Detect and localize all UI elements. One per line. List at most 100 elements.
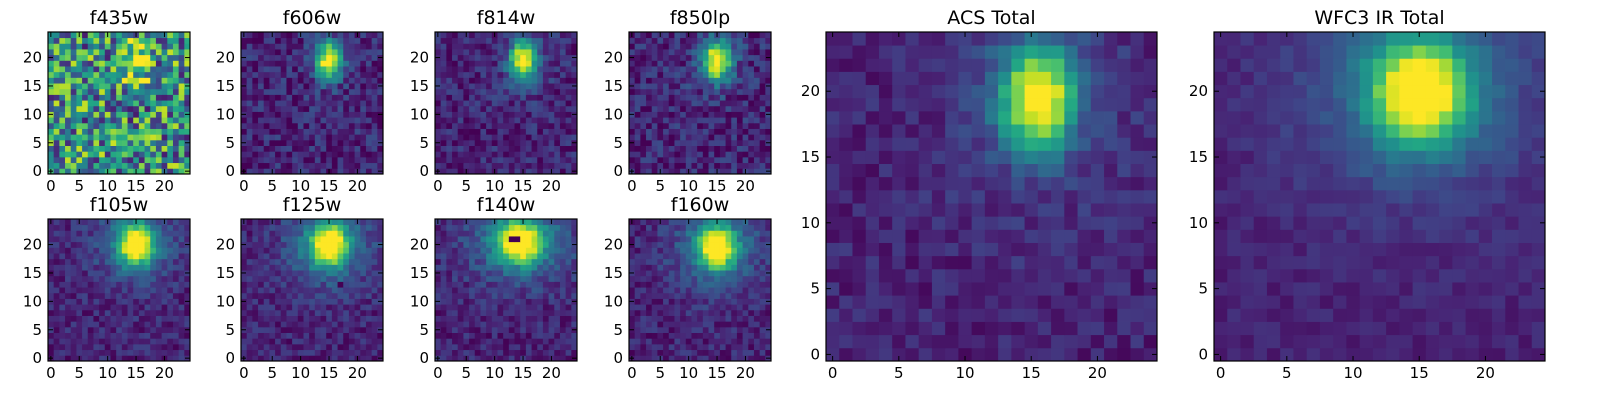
heatmap-cell: [674, 49, 681, 56]
heatmap-cell: [320, 71, 327, 78]
heatmap-cell: [303, 281, 310, 288]
heatmap-cell: [446, 298, 453, 305]
heatmap-cell: [525, 275, 532, 282]
heatmap-cell: [531, 304, 538, 311]
heatmap-cell: [99, 236, 106, 243]
heatmap-cell: [446, 236, 453, 243]
heatmap-cell: [331, 315, 338, 322]
heatmap-cell: [697, 332, 704, 339]
heatmap-cell: [53, 264, 60, 271]
heatmap-cell: [531, 122, 538, 129]
heatmap-cell: [161, 60, 168, 67]
heatmap-cell: [178, 54, 185, 61]
heatmap-cell: [99, 43, 106, 50]
heatmap-cell: [70, 54, 77, 61]
heatmap-cell: [725, 32, 732, 39]
heatmap-cell: [65, 275, 72, 282]
heatmap-cell: [150, 275, 157, 282]
heatmap-cell: [70, 117, 77, 124]
heatmap-cell: [514, 321, 521, 328]
heatmap-cell: [155, 338, 162, 345]
heatmap-cell: [331, 247, 338, 254]
heatmap-cell: [452, 281, 459, 288]
heatmap-cell: [99, 105, 106, 112]
heatmap-cell: [320, 88, 327, 95]
x-tick-label: 15: [126, 364, 145, 382]
heatmap-cell: [286, 168, 293, 174]
heatmap-cell: [309, 43, 316, 50]
heatmap-cell: [354, 37, 361, 44]
heatmap-cell: [680, 355, 687, 361]
heatmap-cell: [138, 258, 145, 265]
heatmap-cell: [133, 230, 140, 237]
heatmap-cell: [685, 134, 692, 141]
heatmap-cell: [292, 355, 299, 361]
heatmap-cell: [343, 49, 350, 56]
heatmap-cell: [554, 224, 561, 231]
heatmap-cell: [53, 309, 60, 316]
heatmap-cell: [748, 309, 755, 316]
heatmap-cell: [252, 281, 259, 288]
heatmap-cell: [571, 94, 577, 101]
heatmap-cell: [252, 219, 259, 226]
heatmap-cell: [275, 355, 282, 361]
heatmap-cell: [360, 156, 367, 164]
heatmap-cell: [167, 162, 174, 169]
heatmap-cell: [104, 156, 111, 164]
heatmap-cell: [554, 37, 561, 44]
heatmap-cell: [531, 156, 538, 164]
heatmap-cell: [331, 128, 338, 135]
heatmap-cell: [93, 270, 100, 277]
heatmap-cell: [435, 88, 442, 95]
heatmap-cell: [497, 281, 504, 288]
heatmap-cell: [542, 258, 549, 265]
heatmap-cell: [348, 241, 355, 248]
heatmap-cell: [520, 151, 527, 158]
heatmap-cell: [377, 145, 383, 152]
heatmap-cell: [155, 122, 162, 129]
heatmap-cell: [65, 60, 72, 67]
heatmap-cell: [280, 83, 287, 90]
heatmap-cell: [748, 83, 755, 90]
heatmap-cell: [640, 37, 647, 44]
heatmap-cell: [565, 105, 572, 112]
heatmap-cell: [691, 349, 698, 356]
heatmap-cell: [326, 49, 333, 56]
heatmap-cell: [110, 304, 117, 311]
heatmap-cell: [480, 66, 487, 73]
heatmap-cell: [508, 264, 515, 271]
heatmap-cell: [127, 264, 134, 271]
heatmap-cell: [514, 151, 521, 158]
heatmap-cell: [674, 77, 681, 84]
heatmap-cell: [708, 117, 715, 124]
heatmap-cell: [337, 247, 344, 254]
heatmap-cell: [435, 321, 442, 328]
heatmap-cell: [269, 321, 276, 328]
heatmap-cell: [269, 77, 276, 84]
heatmap-cell: [491, 49, 498, 56]
heatmap-cell: [184, 145, 190, 152]
heatmap-cell: [463, 281, 470, 288]
heatmap-cell: [531, 83, 538, 90]
heatmap-cell: [646, 309, 653, 316]
heatmap-cell: [474, 128, 481, 135]
heatmap-cell: [178, 88, 185, 95]
heatmap-cell: [651, 355, 658, 361]
heatmap-cell: [520, 270, 527, 277]
heatmap-cell: [172, 298, 180, 305]
heatmap-cell: [753, 122, 761, 129]
heatmap-cell: [65, 241, 72, 248]
heatmap-cell: [452, 253, 459, 260]
heatmap-cell: [542, 60, 549, 67]
heatmap-cell: [748, 281, 755, 288]
heatmap-cell: [184, 94, 190, 101]
heatmap-cell: [53, 83, 60, 90]
heatmap-cell: [314, 292, 321, 299]
heatmap-cell: [263, 292, 270, 299]
heatmap-cell: [155, 230, 162, 237]
heatmap-cell: [680, 338, 687, 345]
heatmap-cell: [514, 66, 521, 73]
heatmap-cell: [708, 156, 715, 164]
heatmap-cell: [685, 117, 692, 124]
heatmap-cell: [258, 343, 265, 351]
